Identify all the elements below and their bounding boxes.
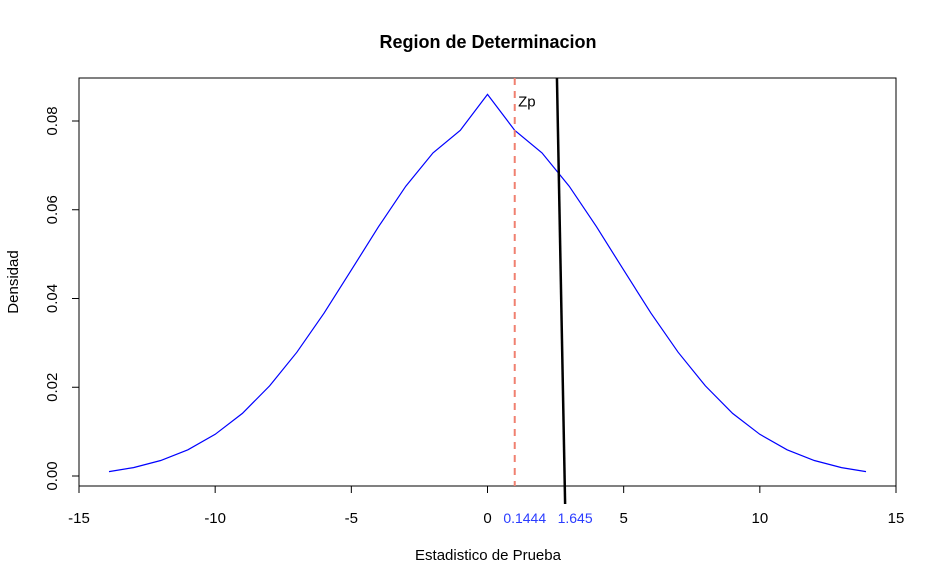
y-tick-label: 0.08 (44, 106, 61, 135)
critical-value-label: 1.645 (558, 510, 593, 526)
x-tick-label: 0 (483, 510, 491, 527)
y-tick-label: 0.06 (44, 195, 61, 224)
critical-value-line (555, 77, 567, 505)
x-tick-label: 5 (619, 510, 627, 527)
plot-frame (78, 77, 897, 487)
y-tick-label: 0.00 (44, 461, 61, 490)
zp-annotation: Zp (518, 94, 536, 111)
y-tick-label: 0.02 (44, 373, 61, 402)
density-curve (108, 93, 867, 473)
x-tick-label: 15 (888, 510, 905, 527)
plot-area: -15 -10 -5 0 5 10 15 0.00 0.02 0.04 0.06 0.08 0.1444… (44, 77, 905, 527)
y-axis-label: Densidad (5, 250, 22, 313)
x-tick-label: -15 (68, 510, 90, 527)
x-tick-label: -5 (345, 510, 358, 527)
observed-stat-label: 0.1444 (503, 510, 546, 526)
x-axis-label: Estadistico de Prueba (415, 547, 562, 564)
y-tick-label: 0.04 (44, 284, 61, 313)
x-tick-label: 10 (751, 510, 768, 527)
x-tick-label: -10 (204, 510, 226, 527)
chart-title: Region de Determinacion (379, 32, 596, 52)
